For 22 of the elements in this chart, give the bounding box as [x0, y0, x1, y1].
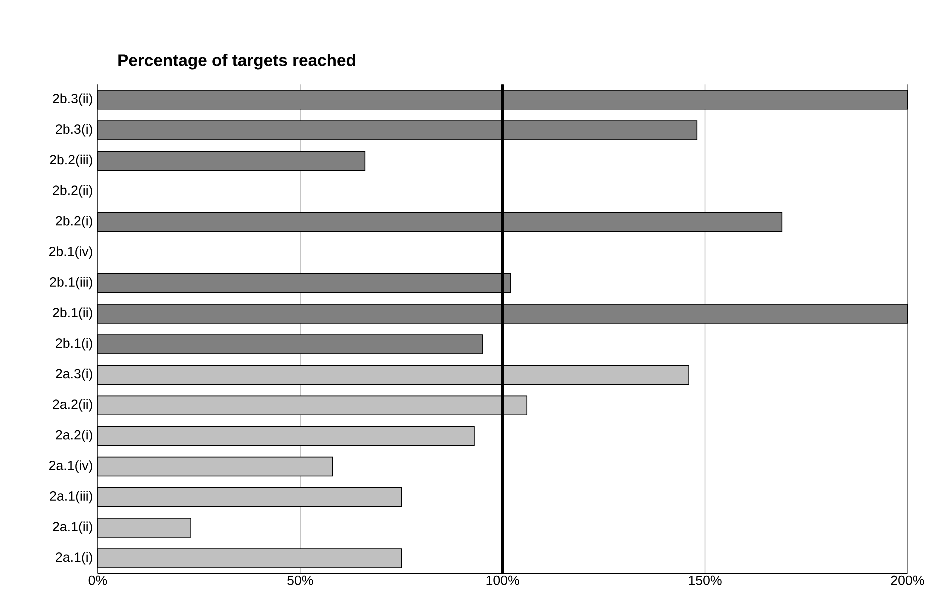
- y-tick-label: 2b.3(i): [56, 124, 92, 137]
- y-tick-label: 2a.2(i): [56, 430, 92, 443]
- x-tick-label: 150%: [689, 576, 722, 586]
- y-tick-label: 2a.1(iv): [49, 460, 92, 474]
- y-tick-label: 2b.2(iii): [50, 154, 92, 168]
- y-tick-label: 2a.1(iii): [50, 491, 92, 504]
- y-tick-label: 2a.3(i): [56, 368, 92, 382]
- y-tick-label: 2b.2(ii): [53, 186, 92, 198]
- y-tick-label: 2b.1(iii): [50, 277, 92, 290]
- y-tick-label: 2b.1(iv): [49, 246, 92, 260]
- x-tick-label: 0%: [88, 576, 108, 586]
- y-tick-label: 2a.1(i): [56, 552, 92, 565]
- chart-title: Percentage of targets reached: [118, 54, 356, 70]
- y-tick-label: 2a.2(ii): [53, 400, 92, 412]
- y-tick-label: 2a.1(ii): [53, 522, 92, 534]
- y-tick-label: 2b.1(i): [56, 338, 92, 351]
- y-tick-label: 2b.1(ii): [53, 308, 92, 320]
- y-tick-label: 2b.3(ii): [53, 94, 92, 106]
- y-tick-label: 2b.2(i): [56, 216, 92, 229]
- x-tick-label: 100%: [486, 576, 520, 586]
- x-tick-label: 50%: [288, 576, 314, 586]
- x-tick-label: 200%: [891, 576, 924, 586]
